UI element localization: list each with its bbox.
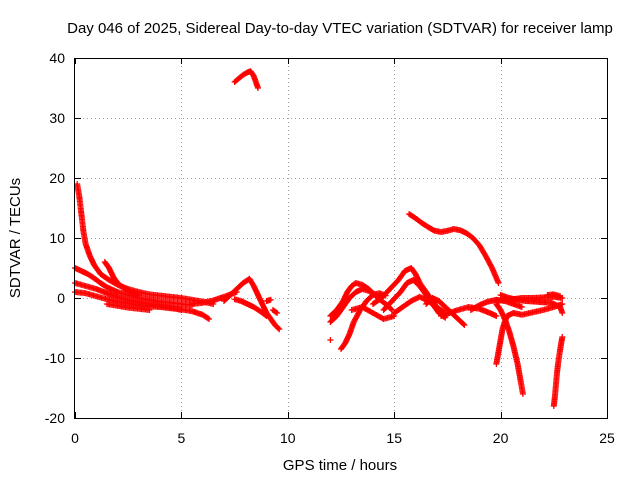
- series-track-u: [423, 295, 468, 328]
- series-track-y: [493, 301, 566, 367]
- data-point: [559, 310, 566, 316]
- data-point: [206, 316, 213, 322]
- y-axis-label: SDTVAR / TECUs: [7, 178, 24, 298]
- data-point: [274, 310, 281, 316]
- data-point: [559, 334, 566, 340]
- y-tick-label: 0: [57, 290, 65, 306]
- data-point: [205, 315, 211, 322]
- data-point: [461, 322, 468, 328]
- x-tick-label: 15: [386, 430, 402, 446]
- series-track-aa: [497, 292, 566, 316]
- x-tick-label: 20: [493, 430, 509, 446]
- y-tick-label: 30: [49, 110, 65, 126]
- y-tick-label: -10: [45, 350, 65, 366]
- x-tick-labels: 0 5 10 15 20 25: [71, 430, 615, 446]
- data-point: [263, 313, 270, 319]
- series-track-e: [101, 259, 142, 298]
- data-point: [460, 321, 467, 328]
- data-point: [519, 391, 526, 397]
- axis-ticks: [75, 58, 608, 419]
- x-tick-label: 25: [599, 430, 615, 446]
- data-point: [267, 296, 274, 303]
- x-tick-label: 10: [280, 430, 296, 446]
- x-axis-label: GPS time / hours: [283, 457, 397, 474]
- y-tick-label: 10: [49, 230, 65, 246]
- series-track-ac: [550, 334, 566, 409]
- series-track-k: [269, 307, 281, 316]
- data-point: [146, 307, 153, 313]
- data-point: [135, 292, 142, 298]
- x-tick-label: 0: [71, 430, 79, 446]
- series-track-i: [231, 296, 270, 319]
- series-track-h: [220, 275, 283, 333]
- data-point: [255, 85, 262, 91]
- series-track-z: [493, 301, 526, 397]
- data-point: [557, 293, 564, 300]
- chart-title: Day 046 of 2025, Sidereal Day-to-day VTE…: [67, 20, 613, 37]
- x-tick-label: 5: [178, 430, 186, 446]
- data-point: [276, 326, 283, 333]
- series-track-j: [263, 296, 274, 304]
- y-tick-label: 20: [49, 170, 65, 186]
- data-marks: [72, 68, 566, 409]
- series-track-w: [406, 211, 502, 286]
- y-tick-label: -20: [45, 410, 65, 426]
- data-point: [262, 312, 269, 319]
- data-point: [518, 304, 525, 310]
- data-point: [493, 313, 500, 319]
- data-point: [178, 307, 185, 313]
- series-track-ad: [467, 296, 525, 313]
- series-track-q: [348, 304, 398, 322]
- series-track-d: [72, 280, 185, 313]
- series-track-f: [103, 301, 153, 313]
- y-tick-label: 40: [49, 50, 65, 66]
- y-tick-labels: -20 -10 0 10 20 30 40: [45, 50, 65, 426]
- data-point: [388, 306, 395, 313]
- series-track-p: [327, 337, 334, 343]
- series-track-ab: [544, 291, 564, 300]
- data-point: [273, 309, 280, 316]
- series-track-v: [438, 304, 500, 319]
- grid-lines: [75, 58, 607, 418]
- data-point: [275, 325, 282, 332]
- plot-frame: [74, 58, 608, 419]
- series-track-l: [231, 68, 262, 91]
- data-point: [327, 337, 334, 343]
- data-point: [495, 280, 502, 286]
